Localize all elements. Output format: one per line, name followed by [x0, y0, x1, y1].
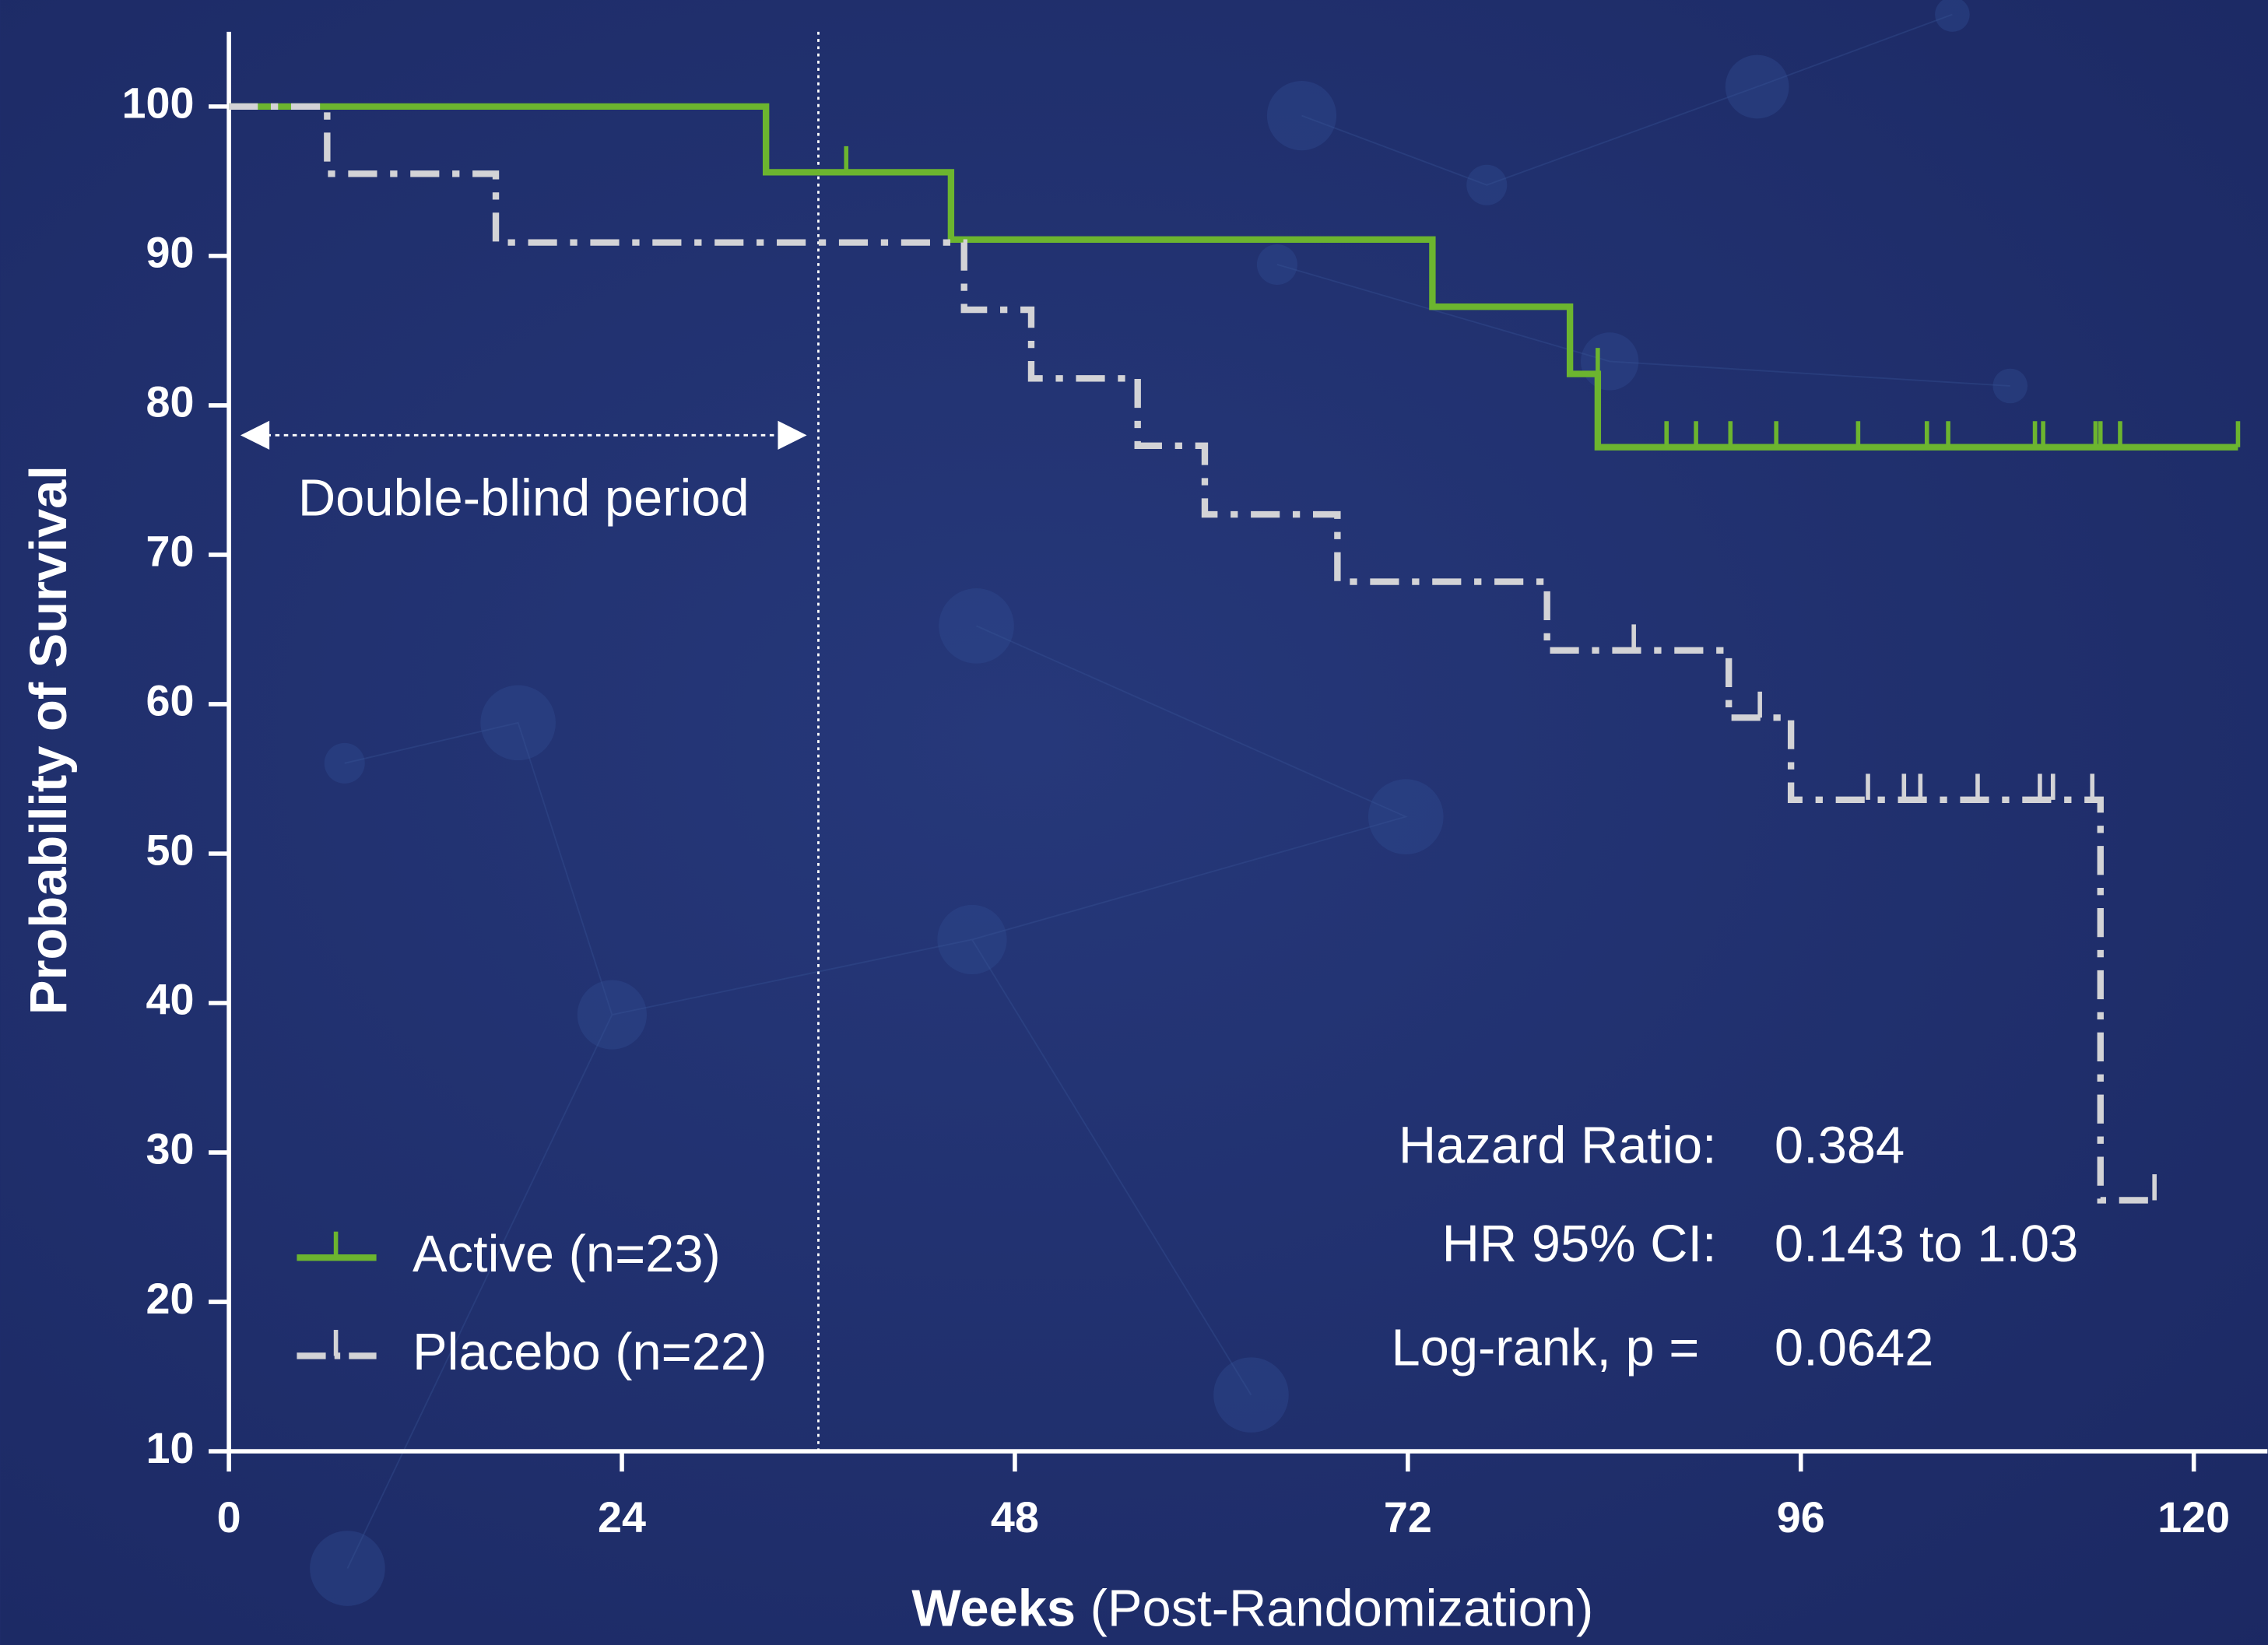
- stat-value: 0.0642: [1775, 1319, 1933, 1377]
- y-tick-label: 100: [122, 79, 195, 128]
- y-tick-label: 30: [146, 1125, 195, 1173]
- page: Probability of Survival Weeks (Post-Rand…: [0, 0, 2268, 1645]
- y-tick-label: 10: [146, 1424, 195, 1472]
- x-tick-label: 96: [1777, 1493, 1825, 1542]
- x-tick-label: 0: [217, 1493, 241, 1542]
- y-tick-label: 50: [146, 826, 195, 875]
- x-axis-label: Weeks (Post-Randomization): [911, 1579, 1593, 1637]
- chart: Probability of Survival Weeks (Post-Rand…: [0, 0, 2268, 1645]
- x-tick-label: 72: [1384, 1493, 1432, 1542]
- stat-label: HR 95% CI:: [1442, 1215, 1717, 1273]
- x-tick-label: 120: [2157, 1493, 2230, 1542]
- x-axis-label-bold: Weeks: [911, 1579, 1076, 1637]
- period-label: Double-blind period: [298, 468, 750, 527]
- y-tick-label: 70: [146, 528, 195, 576]
- x-axis-label-rest: (Post-Randomization): [1090, 1579, 1594, 1637]
- y-tick-label: 80: [146, 378, 195, 426]
- legend-label: Active (n=23): [413, 1225, 721, 1283]
- y-tick-label: 40: [146, 976, 195, 1024]
- background: [1, 0, 2268, 1645]
- x-tick-label: 24: [598, 1493, 646, 1542]
- y-axis-label: Probability of Survival: [19, 465, 78, 1015]
- stat-value: 0.384: [1775, 1116, 1905, 1174]
- y-tick-label: 60: [146, 677, 195, 725]
- stat-value: 0.143 to 1.03: [1775, 1215, 2078, 1273]
- stat-label: Log-rank, p =: [1391, 1319, 1699, 1377]
- x-tick-label: 48: [991, 1493, 1039, 1542]
- y-tick-label: 20: [146, 1275, 195, 1323]
- legend-label: Placebo (n=22): [413, 1323, 767, 1381]
- y-tick-label: 90: [146, 229, 195, 277]
- stat-label: Hazard Ratio:: [1399, 1116, 1717, 1174]
